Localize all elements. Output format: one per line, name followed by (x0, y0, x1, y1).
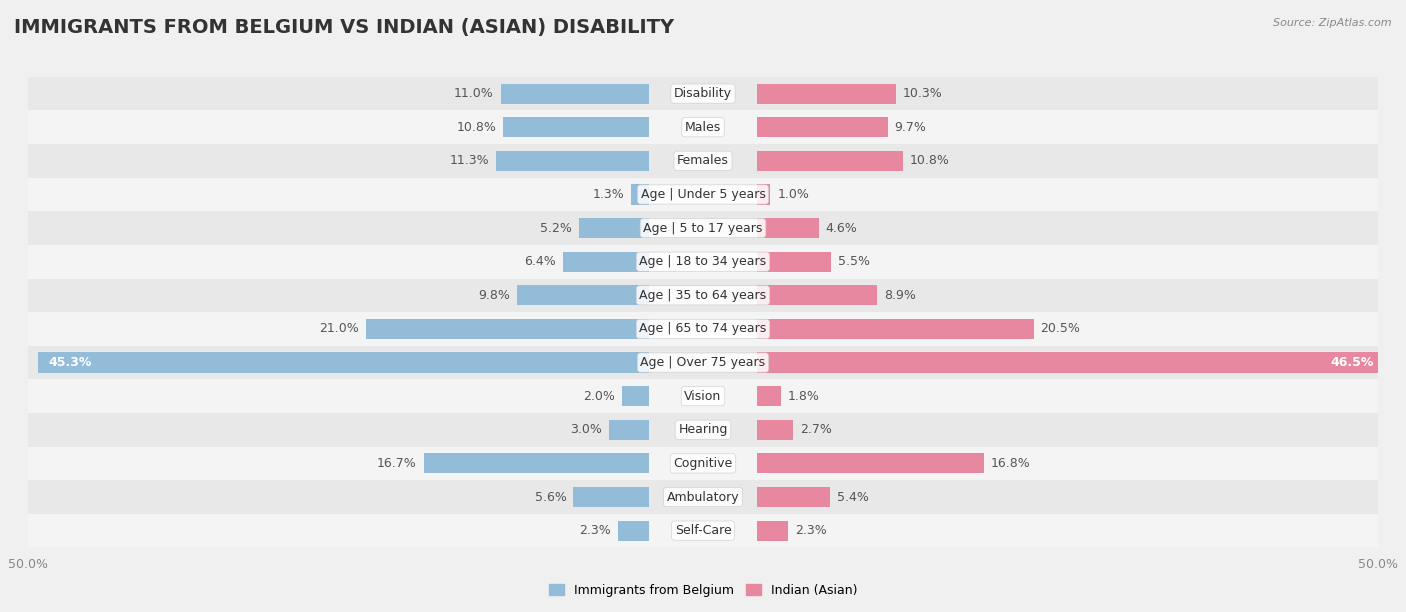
Text: Age | 65 to 74 years: Age | 65 to 74 years (640, 323, 766, 335)
Bar (619, 521, 650, 541)
Bar (756, 83, 896, 103)
Bar (517, 285, 650, 305)
Text: 5.4%: 5.4% (837, 490, 869, 504)
Text: Ambulatory: Ambulatory (666, 490, 740, 504)
Text: Age | 18 to 34 years: Age | 18 to 34 years (640, 255, 766, 268)
Text: Disability: Disability (673, 87, 733, 100)
Bar (621, 386, 650, 406)
Bar (756, 353, 1385, 373)
Text: 3.0%: 3.0% (569, 424, 602, 436)
Bar (574, 487, 650, 507)
Text: Age | 5 to 17 years: Age | 5 to 17 years (644, 222, 762, 234)
Text: IMMIGRANTS FROM BELGIUM VS INDIAN (ASIAN) DISABILITY: IMMIGRANTS FROM BELGIUM VS INDIAN (ASIAN… (14, 18, 675, 37)
Text: Self-Care: Self-Care (675, 524, 731, 537)
Text: 11.0%: 11.0% (454, 87, 494, 100)
Text: 2.3%: 2.3% (794, 524, 827, 537)
Text: 2.7%: 2.7% (800, 424, 832, 436)
Bar (28, 480, 1378, 514)
Text: Cognitive: Cognitive (673, 457, 733, 470)
Text: 5.5%: 5.5% (838, 255, 870, 268)
Bar (756, 521, 787, 541)
Bar (756, 420, 793, 440)
Legend: Immigrants from Belgium, Indian (Asian): Immigrants from Belgium, Indian (Asian) (544, 579, 862, 602)
Bar (756, 453, 984, 474)
Bar (756, 252, 831, 272)
Text: Age | 35 to 64 years: Age | 35 to 64 years (640, 289, 766, 302)
Text: 1.0%: 1.0% (778, 188, 808, 201)
Bar (631, 184, 650, 204)
Bar (28, 413, 1378, 447)
Text: 16.8%: 16.8% (990, 457, 1031, 470)
Text: 46.5%: 46.5% (1330, 356, 1374, 369)
Bar (609, 420, 650, 440)
Text: Females: Females (678, 154, 728, 167)
Text: 6.4%: 6.4% (524, 255, 555, 268)
Bar (28, 144, 1378, 177)
Bar (366, 319, 650, 339)
Bar (28, 76, 1378, 110)
Bar (423, 453, 650, 474)
Text: 10.3%: 10.3% (903, 87, 942, 100)
Bar (579, 218, 650, 238)
Bar (756, 218, 820, 238)
Text: Source: ZipAtlas.com: Source: ZipAtlas.com (1274, 18, 1392, 28)
Bar (38, 353, 650, 373)
Text: Age | Under 5 years: Age | Under 5 years (641, 188, 765, 201)
Text: 8.9%: 8.9% (884, 289, 915, 302)
Text: Vision: Vision (685, 390, 721, 403)
Bar (28, 110, 1378, 144)
Text: 5.6%: 5.6% (534, 490, 567, 504)
Text: 10.8%: 10.8% (457, 121, 496, 134)
Text: Hearing: Hearing (678, 424, 728, 436)
Bar (756, 151, 903, 171)
Bar (501, 83, 650, 103)
Text: 2.0%: 2.0% (583, 390, 616, 403)
Bar (28, 379, 1378, 413)
Text: 20.5%: 20.5% (1040, 323, 1080, 335)
Bar (503, 117, 650, 137)
Text: 5.2%: 5.2% (540, 222, 572, 234)
Text: Males: Males (685, 121, 721, 134)
Bar (28, 278, 1378, 312)
Text: 45.3%: 45.3% (48, 356, 91, 369)
Bar (28, 211, 1378, 245)
Bar (756, 319, 1033, 339)
Bar (756, 285, 877, 305)
Text: 2.3%: 2.3% (579, 524, 612, 537)
Bar (28, 514, 1378, 548)
Text: 1.3%: 1.3% (593, 188, 624, 201)
Text: Age | Over 75 years: Age | Over 75 years (641, 356, 765, 369)
Bar (28, 245, 1378, 278)
Bar (756, 487, 830, 507)
Bar (28, 447, 1378, 480)
Text: 9.8%: 9.8% (478, 289, 510, 302)
Text: 9.7%: 9.7% (894, 121, 927, 134)
Bar (756, 117, 889, 137)
Bar (496, 151, 650, 171)
Text: 4.6%: 4.6% (825, 222, 858, 234)
Text: 10.8%: 10.8% (910, 154, 949, 167)
Text: 16.7%: 16.7% (377, 457, 416, 470)
Bar (28, 346, 1378, 379)
Bar (28, 312, 1378, 346)
Bar (562, 252, 650, 272)
Text: 21.0%: 21.0% (319, 323, 359, 335)
Bar (756, 184, 770, 204)
Bar (28, 177, 1378, 211)
Text: 11.3%: 11.3% (450, 154, 489, 167)
Text: 1.8%: 1.8% (787, 390, 820, 403)
Bar (756, 386, 782, 406)
